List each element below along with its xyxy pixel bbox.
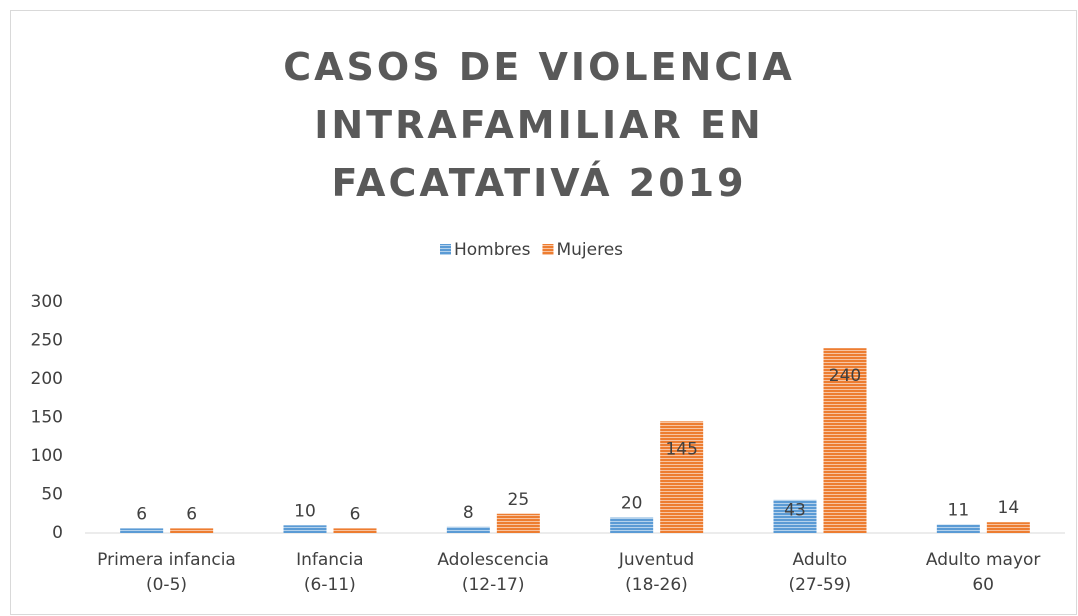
bar bbox=[610, 517, 654, 533]
data-label: 240 bbox=[829, 366, 861, 386]
data-label: 145 bbox=[665, 439, 697, 459]
bar bbox=[170, 528, 214, 533]
bar bbox=[496, 513, 540, 533]
data-label: 8 bbox=[463, 503, 474, 523]
legend-label: Mujeres bbox=[556, 240, 623, 260]
bar bbox=[936, 524, 980, 533]
x-tick-label: Adulto mayor 60 bbox=[925, 550, 1041, 595]
legend-swatch bbox=[440, 244, 451, 255]
data-label: 14 bbox=[998, 498, 1020, 518]
legend-label: Hombres bbox=[454, 240, 531, 260]
y-tick-label: 200 bbox=[31, 369, 63, 389]
bar bbox=[333, 528, 377, 533]
y-tick-label: 100 bbox=[31, 446, 63, 466]
data-label: 20 bbox=[621, 494, 643, 514]
x-tick-label: Juventud (18-26) bbox=[618, 550, 695, 595]
bar bbox=[283, 525, 327, 533]
bar bbox=[986, 522, 1030, 533]
chart-title: CASOS DE VIOLENCIA INTRAFAMILIAR EN FACA… bbox=[283, 45, 795, 205]
data-label: 6 bbox=[186, 504, 197, 524]
data-label: 43 bbox=[784, 500, 806, 520]
data-label: 11 bbox=[948, 501, 970, 521]
y-tick-label: 300 bbox=[31, 292, 63, 312]
y-tick-label: 150 bbox=[31, 408, 63, 428]
data-label: 10 bbox=[294, 501, 316, 521]
bar bbox=[823, 348, 867, 533]
data-label: 6 bbox=[136, 504, 147, 524]
y-tick-label: 50 bbox=[41, 485, 63, 505]
bar bbox=[446, 526, 490, 533]
y-tick-label: 250 bbox=[31, 331, 63, 351]
data-label: 6 bbox=[350, 504, 361, 524]
data-label: 25 bbox=[508, 490, 530, 510]
y-tick-label: 0 bbox=[52, 523, 63, 543]
bar bbox=[773, 499, 817, 533]
x-tick-label: Infancia (6-11) bbox=[296, 550, 364, 595]
x-tick-label: Primera infancia (0-5) bbox=[97, 550, 236, 595]
x-tick-label: Adolescencia (12-17) bbox=[437, 550, 549, 595]
bar bbox=[660, 421, 704, 533]
chart-border bbox=[10, 10, 1077, 615]
bar bbox=[120, 528, 164, 533]
x-tick-label: Adulto (27-59) bbox=[788, 550, 852, 595]
legend-swatch bbox=[542, 244, 554, 255]
